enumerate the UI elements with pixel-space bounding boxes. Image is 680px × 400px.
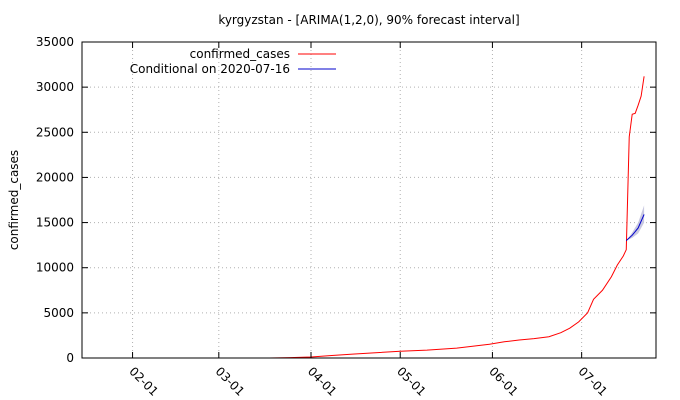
- y-tick-label: 25000: [36, 125, 74, 139]
- x-tick-label: 02-01: [126, 364, 161, 399]
- forecast-interval-band: [626, 205, 645, 241]
- grid-lines: [82, 42, 656, 358]
- x-tick-label: 07-01: [576, 364, 611, 399]
- x-tick-label: 03-01: [213, 364, 248, 399]
- y-tick-label: 20000: [36, 170, 74, 184]
- y-tick-label: 0: [66, 351, 74, 365]
- y-tick-label: 35000: [36, 35, 74, 49]
- y-tick-label: 5000: [43, 306, 74, 320]
- forecast-band-layer: [626, 205, 645, 241]
- chart-title: kyrgyzstan - [ARIMA(1,2,0), 90% forecast…: [218, 13, 519, 27]
- legend-label: Conditional on 2020-07-16: [130, 62, 290, 76]
- x-tick-label: 04-01: [305, 364, 340, 399]
- y-axis-label: confirmed_cases: [7, 150, 21, 250]
- x-tick-label: 05-01: [394, 364, 429, 399]
- y-tick-label: 30000: [36, 80, 74, 94]
- series-lines-layer: [269, 76, 645, 359]
- x-tick-label: 06-01: [486, 364, 521, 399]
- plot-frame: [81, 41, 657, 359]
- legend-label: confirmed_cases: [190, 47, 290, 61]
- series-line: [625, 214, 645, 241]
- series-line: [269, 76, 645, 359]
- axis-ticks: 0 5000 10000 15000 20000 25000 30000 35000 02-01…: [36, 35, 656, 399]
- y-tick-label: 10000: [36, 261, 74, 275]
- y-tick-label: 15000: [36, 216, 74, 230]
